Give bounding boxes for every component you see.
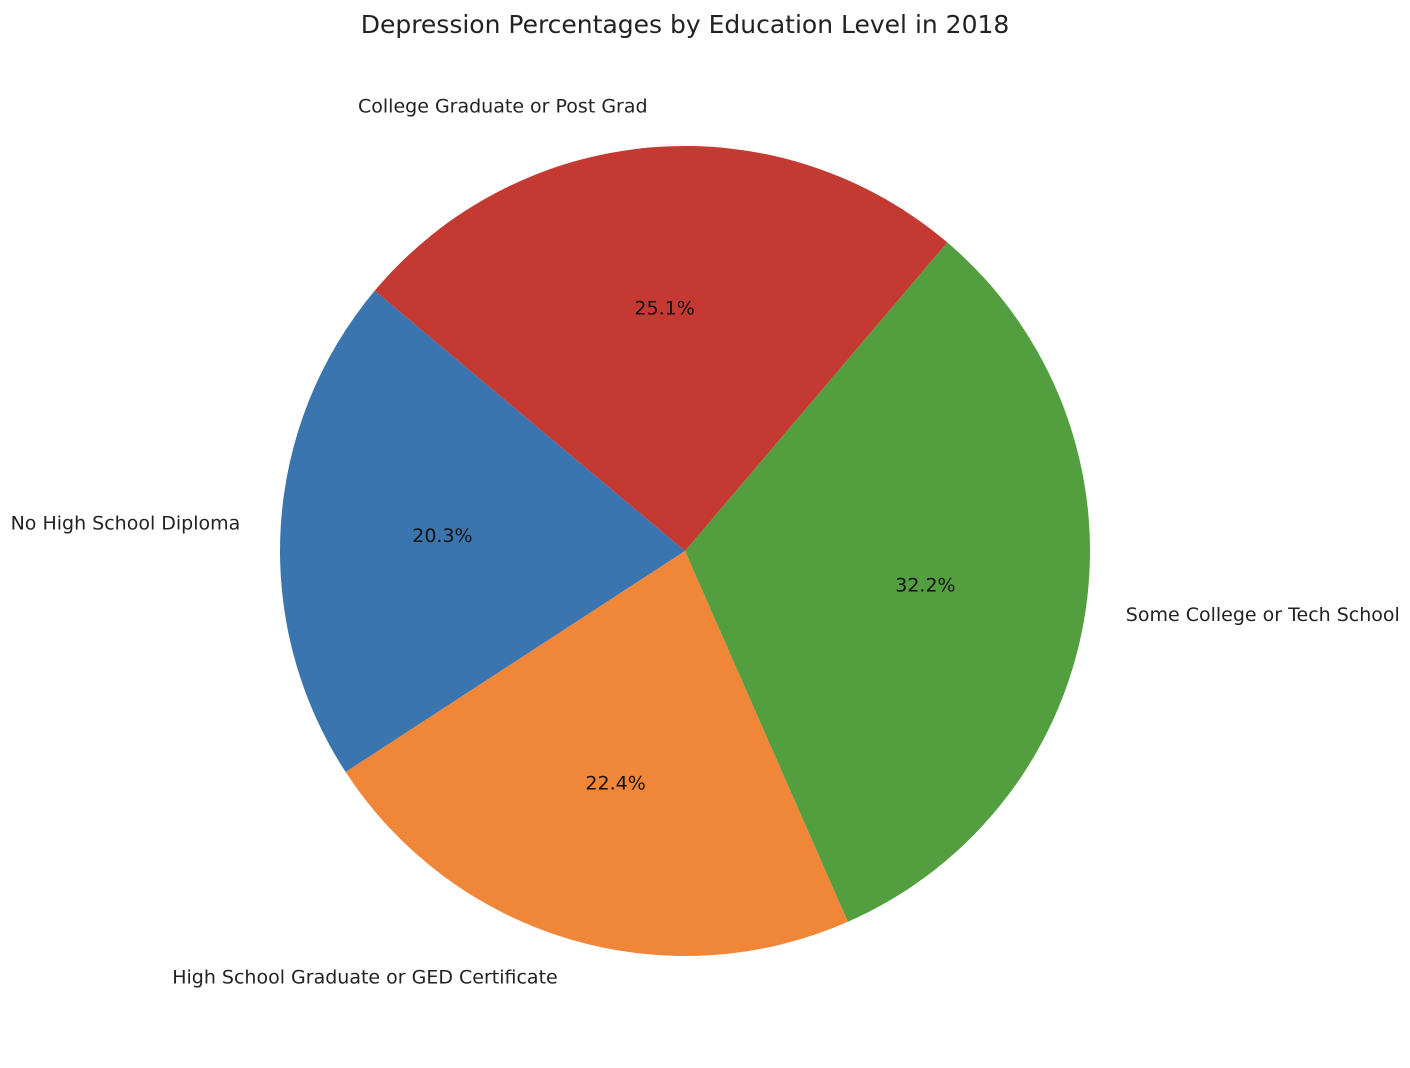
pie-slices [280, 145, 1091, 957]
slice-label: Some College or Tech School [1126, 604, 1400, 626]
chart-title: Depression Percentages by Education Leve… [361, 10, 1010, 39]
slice-percentage-label: 25.1% [634, 297, 694, 319]
slice-percentage-label: 32.2% [895, 575, 955, 597]
pie-labels: No High School Diploma 20.3% High School G… [11, 96, 1400, 989]
pie-slice [280, 290, 685, 773]
pie-slice [685, 242, 1091, 922]
slice-label: No High School Diploma [11, 513, 241, 535]
pie-slice [374, 145, 948, 551]
slice-label: College Graduate or Post Grad [358, 96, 648, 118]
slice-percentage-label: 20.3% [412, 525, 472, 547]
slice-percentage-label: 22.4% [585, 772, 645, 794]
slice-label: High School Graduate or GED Certificate [172, 966, 558, 988]
pie-slice [345, 551, 848, 957]
